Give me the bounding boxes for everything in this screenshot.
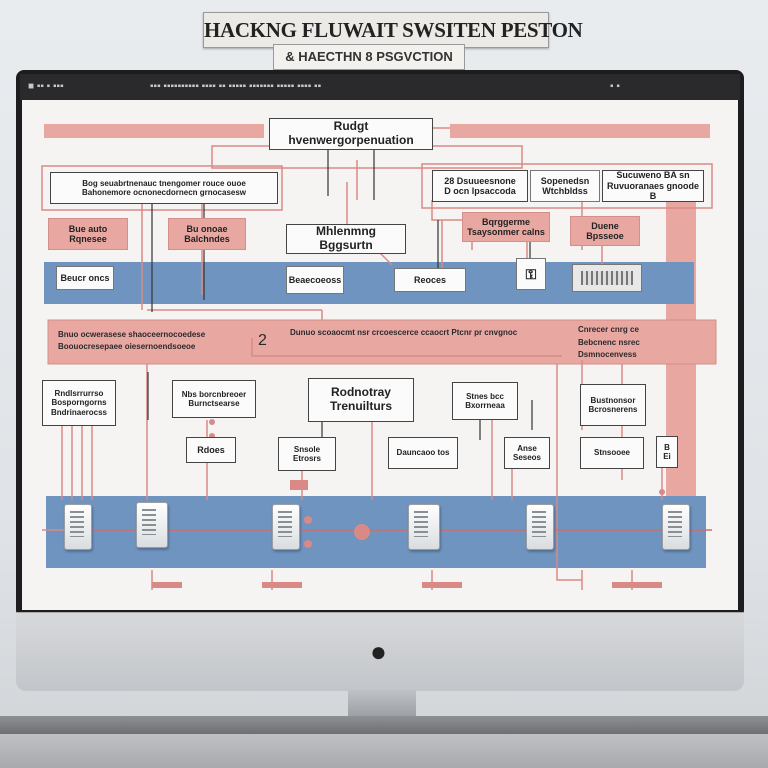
row4-box-e: Bustnonsor Bcrosnerens — [580, 384, 646, 426]
desk-edge — [0, 716, 768, 734]
row2-pink-mid: Bu onoae Balchndes — [168, 218, 246, 250]
row1-box-b: Sopenedsn Wtchbldss — [530, 170, 600, 202]
monitor-chin — [16, 612, 744, 691]
server-device-6 — [662, 504, 690, 550]
row4-box-d: Stnes bcc Bxorrneaa — [452, 382, 518, 420]
page-title: HACKNG FLUWAIT SWSITEN PESTON — [203, 12, 583, 48]
server-device-2 — [136, 502, 168, 548]
band-text-left-1: Bnuo ocwerasese shaoceernocoedese — [58, 330, 206, 339]
row3-small-mid: Beaecoeoss — [286, 266, 344, 294]
apple-logo-icon: ● — [370, 636, 387, 667]
os-menu-bar: ■ ▪▪ ▪ ▪▪▪ ▪▪▪ ▪▪▪▪▪▪▪▪▪▪ ▪▪▪▪ ▪▪ ▪▪▪▪▪ … — [20, 74, 740, 100]
row5-box-d: Anse Seseos — [504, 437, 550, 469]
row5-box-b: Snsole Etrosrs — [278, 437, 336, 471]
server-device-1 — [64, 504, 92, 550]
band-step-number: 2 — [258, 332, 267, 349]
row3-small-left: Beucr oncs — [56, 266, 114, 290]
row2-pink-left: Bue auto Rqnesee — [48, 218, 128, 250]
diagram-lines — [41, 124, 717, 590]
diagram-screen: Rudgt hvenwergorpenuation Bog seuabrtnen… — [22, 100, 738, 610]
row4-center-box: Rodnotray Trenuilturs — [308, 378, 414, 422]
row4-box-a: Rndlsrrurrso Bosporngorns Bndrinaerocss — [42, 380, 116, 426]
row3-icon-box: ⚿ — [516, 258, 546, 290]
band-text-right-2: Bebcnenc nsrec — [578, 338, 640, 347]
monitor-stand — [348, 690, 416, 716]
row3-device-box — [572, 264, 642, 292]
desk-surface — [0, 734, 768, 768]
row3-small-right: Reoces — [394, 268, 466, 292]
row2-center-box: Mhlenmng Bggsurtn — [286, 224, 406, 254]
band-text-right-3: Dsmnocenvess — [578, 350, 637, 359]
row1-box-c: Sucuweno BA sn Ruvuoranaes gnoode B — [602, 170, 704, 202]
band-text-left-2: Boouocresepaee oiesernoendsoeoe — [58, 342, 196, 351]
server-device-5 — [526, 504, 554, 550]
row2-pink-right-a: Bqrggerme Tsaysonmer calns — [462, 212, 550, 242]
server-device-3 — [272, 504, 300, 550]
row4-box-b: Nbs borcnbreoer Burnctsearse — [172, 380, 256, 418]
row5-box-e: Stnsooee — [580, 437, 644, 469]
page-subtitle: & HAECTHN 8 PSGVCTION — [273, 44, 465, 70]
top-center-box: Rudgt hvenwergorpenuation — [269, 118, 433, 150]
row1-left-box: Bog seuabrtnenauc tnengomer rouce ouoe B… — [50, 172, 278, 204]
band-text-mid: Dunuo scoaocmt nsr crcoescerce ccaocrt P… — [290, 328, 518, 337]
row1-box-a: 28 Dsuueesnone D ocn lpsaccoda — [432, 170, 528, 202]
server-device-4 — [408, 504, 440, 550]
band-text-right-1: Cnrecer cnrg ce — [578, 325, 639, 334]
row5-box-c: Dauncaoo tos — [388, 437, 458, 469]
row5-box-f: B Ei — [656, 436, 678, 468]
row2-pink-right-b: Duene Bpsseoe — [570, 216, 640, 246]
row5-box-a: Rdoes — [186, 437, 236, 463]
